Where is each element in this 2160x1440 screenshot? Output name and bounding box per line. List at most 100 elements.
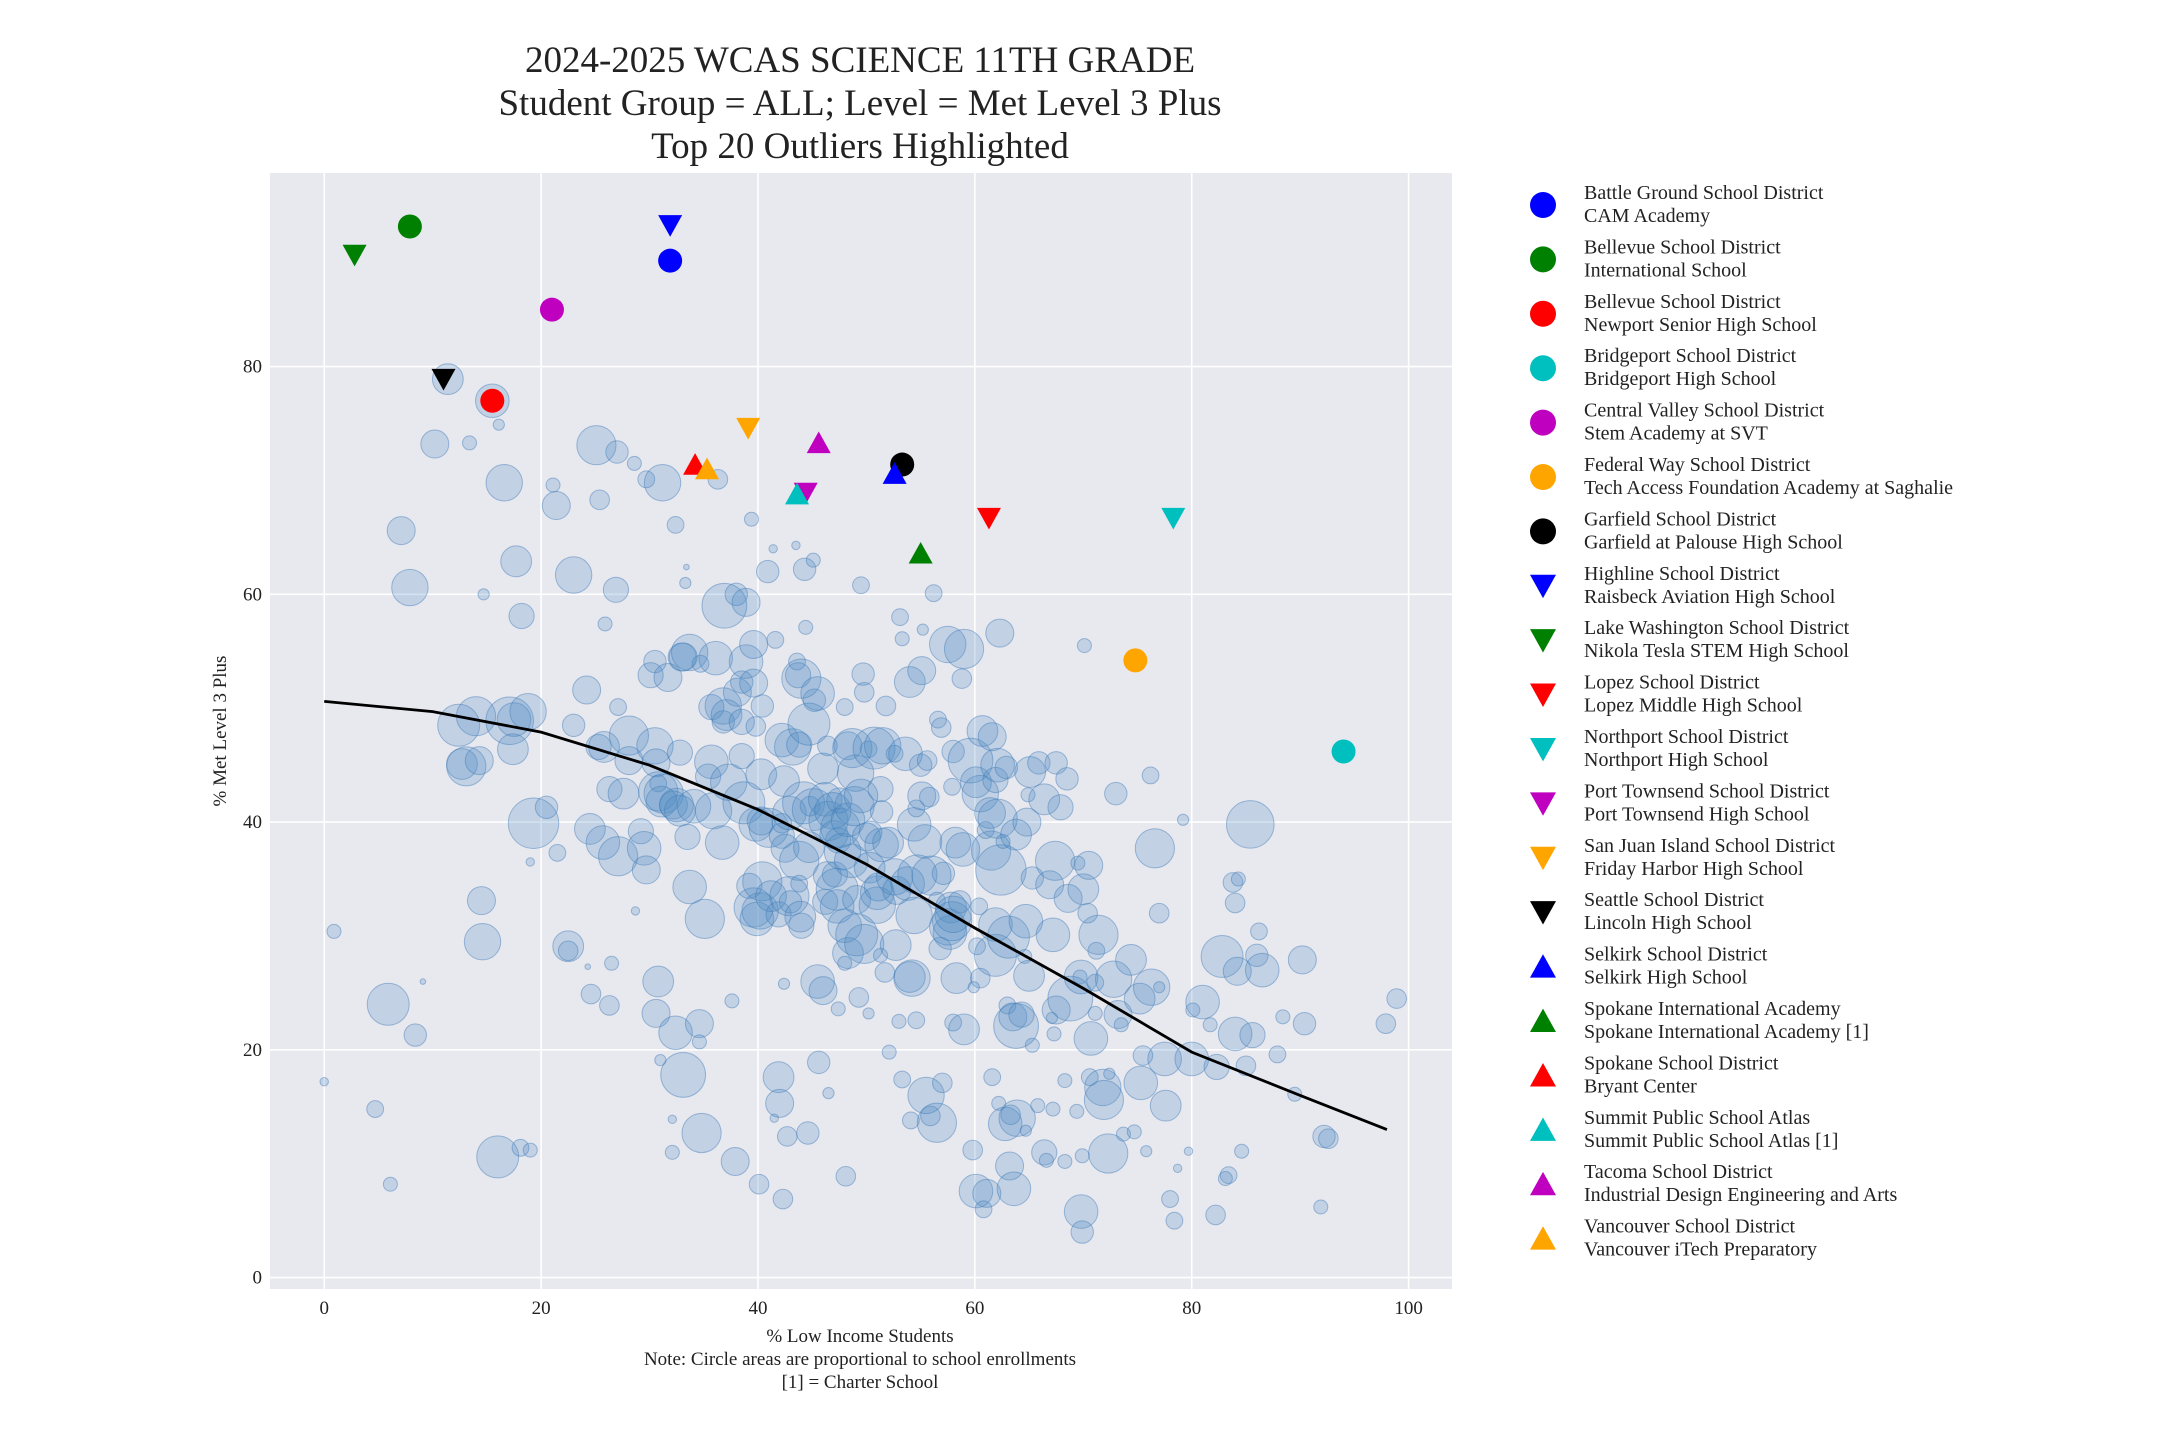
school-bubble [1073,1021,1109,1056]
chart-title: 2024-2025 WCAS SCIENCE 11TH GRADE Studen… [498,40,1221,167]
school-bubble [649,774,668,793]
school-bubble [694,744,729,780]
school-bubble [1172,1163,1183,1173]
school-bubble [974,1200,993,1219]
school-bubble [462,435,478,451]
school-bubble [1222,956,1252,986]
school-bubble [1176,813,1190,826]
chart-note-charter: [1] = Charter School [782,1372,939,1393]
school-bubble [947,737,994,784]
school-bubble [654,1054,667,1067]
school-bubble [773,728,812,766]
school-bubble [907,781,937,811]
legend-marker [1530,355,1556,382]
school-bubble [1165,1211,1184,1230]
school-bubble [891,1013,907,1029]
school-bubble [1239,1021,1266,1049]
legend-school: Garfield at Palouse High School [1584,531,1843,553]
school-bubble [808,976,838,1006]
school-bubble [863,872,893,902]
school-bubble [958,1173,994,1209]
school-bubble [739,668,769,698]
school-bubble [691,654,710,673]
school-bubble [893,666,926,698]
school-bubble [765,1088,795,1118]
legend-marker [1530,683,1556,707]
school-bubble [626,830,662,866]
school-bubble [1141,766,1160,785]
outlier-marker [397,214,422,239]
school-bubble [943,628,985,670]
legend-district: Highline School District [1584,563,1780,585]
legend-school: Bridgeport High School [1584,368,1777,390]
school-bubble [817,735,838,757]
school-bubble [764,722,800,758]
school-bubble [597,836,639,877]
school-bubble [888,736,923,772]
school-bubble [561,713,586,738]
school-bubble [630,906,641,916]
school-bubble [769,876,810,917]
school-bubble [1084,1068,1122,1107]
outlier-marker [658,215,683,237]
school-bubble [653,662,683,692]
school-bubble [808,800,849,842]
legend-district: Lake Washington School District [1584,617,1850,639]
school-bubble [994,755,1019,780]
school-bubble [728,708,755,735]
school-bubble [507,797,560,849]
school-bubble [1083,1079,1125,1121]
school-bubble [743,511,759,527]
school-bubble [1318,1128,1339,1149]
legend-school: Lincoln High School [1584,912,1752,934]
school-bubble [853,681,875,703]
legend-marker [1530,574,1556,599]
school-bubble [1126,1124,1142,1140]
school-bubble [1147,1041,1182,1077]
school-bubble [681,1112,722,1154]
y-tick-label: 0 [253,1268,263,1289]
school-bubble [1104,781,1128,806]
legend-marker [1530,1008,1556,1033]
school-bubble [1044,751,1068,775]
school-bubble [679,576,692,590]
school-bubble [893,959,931,997]
school-bubble [943,777,961,796]
school-bubble [1088,1133,1129,1174]
school-bubble [807,752,839,785]
school-bubble [867,775,894,803]
legend-school: Vancouver iTech Preparatory [1584,1239,1817,1261]
school-bubble [1035,840,1076,881]
school-bubble [1134,828,1175,869]
school-bubble [998,1002,1028,1032]
legend-school: Stem Academy at SVT [1584,423,1768,445]
school-bubble [920,1105,941,1127]
legend-school: Selkirk High School [1584,967,1748,989]
school-bubble [492,418,505,431]
school-bubble [939,826,972,859]
school-bubble [1041,995,1071,1025]
school-bubble [597,616,613,632]
school-bubble [996,1171,1032,1207]
school-bubble [664,1144,680,1160]
legend-district: Vancouver School District [1584,1216,1796,1238]
school-bubble [848,987,870,1008]
school-bubble [683,563,690,571]
legend-marker [1530,1226,1556,1250]
school-bubble [852,726,896,770]
school-bubble [319,1077,329,1087]
x-axis-label: % Low Income Students [766,1326,953,1347]
school-bubble [932,1072,953,1094]
school-bubble [645,785,678,818]
school-bubble [366,1100,385,1118]
school-bubble [667,642,697,672]
school-bubble [766,630,785,649]
school-bubble [724,582,748,607]
legend-marker [1530,792,1556,816]
school-bubble [869,800,894,824]
school-bubble [893,1070,912,1089]
school-bubble [1045,1011,1058,1025]
